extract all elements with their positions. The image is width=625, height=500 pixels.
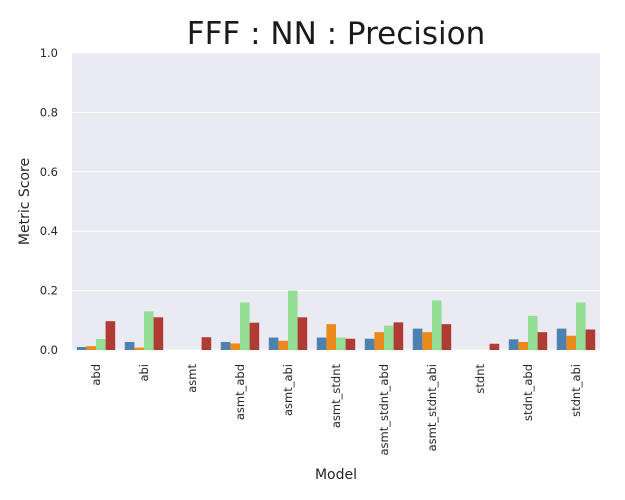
- bar: [220, 341, 231, 350]
- bar: [432, 300, 442, 350]
- bar: [556, 328, 567, 350]
- bar: [384, 325, 394, 350]
- bar: [96, 339, 106, 350]
- bars: [76, 290, 596, 350]
- bar: [585, 329, 596, 350]
- bar: [134, 347, 144, 350]
- bar: [86, 346, 96, 350]
- x-tick-label: asmt_abi: [281, 364, 295, 416]
- x-tick-labels: abd abi asmt asmt_abd asmt_abi asmt_stdnt asmt…: [89, 364, 583, 456]
- x-tick-label: stdnt_abi: [569, 364, 583, 417]
- bar: [518, 341, 528, 350]
- bar: [412, 328, 423, 350]
- bar: [441, 324, 452, 350]
- bar: [508, 339, 519, 350]
- bar: [537, 332, 548, 350]
- bar: [230, 343, 240, 350]
- bar: [105, 321, 116, 350]
- x-tick-label: asmt_stdnt: [329, 364, 343, 429]
- x-tick-label: asmt: [185, 364, 199, 393]
- x-tick-label: stdnt_abd: [521, 364, 535, 421]
- bar: [393, 322, 404, 350]
- x-tick-label: asmt_abd: [233, 364, 247, 420]
- bar: [124, 341, 135, 350]
- bar: [316, 337, 327, 350]
- bar: [364, 338, 375, 350]
- bar: [336, 337, 346, 350]
- x-tick-label: asmt_stdnt_abi: [425, 364, 439, 451]
- bar: [144, 311, 154, 350]
- y-tick-label: 1.0: [40, 46, 58, 60]
- bar: [249, 322, 260, 350]
- x-tick-label: asmt_stdnt_abd: [377, 364, 391, 456]
- bar: [76, 347, 87, 350]
- bar: [278, 340, 288, 350]
- bar: [201, 337, 212, 350]
- bar: [288, 290, 298, 350]
- y-tick-label: 0.8: [40, 105, 58, 119]
- bar: [268, 337, 279, 350]
- y-tick-label: 0.6: [40, 165, 58, 179]
- bar: [153, 317, 164, 350]
- bar: [374, 332, 384, 350]
- bar: [240, 302, 250, 350]
- plot-background: [72, 53, 600, 350]
- x-axis-label: Model: [315, 467, 357, 483]
- y-tick-labels: 0.0 0.2 0.4 0.6 0.8 1.0: [40, 46, 58, 357]
- bar: [566, 335, 576, 350]
- bar: [489, 343, 500, 350]
- chart-title: FFF : NN : Precision: [187, 16, 486, 52]
- bar: [326, 324, 336, 350]
- x-tick-label: abi: [137, 364, 151, 382]
- bar: [576, 302, 586, 350]
- x-tick-label: stdnt: [473, 364, 487, 394]
- y-axis-label: Metric Score: [17, 158, 33, 245]
- y-tick-label: 0.2: [40, 284, 58, 298]
- y-tick-label: 0.4: [40, 224, 58, 238]
- bar: [528, 315, 538, 350]
- x-tick-label: abd: [89, 364, 103, 386]
- bar: [345, 338, 356, 350]
- bar: [297, 317, 308, 350]
- bar: [422, 332, 432, 350]
- y-tick-label: 0.0: [40, 343, 58, 357]
